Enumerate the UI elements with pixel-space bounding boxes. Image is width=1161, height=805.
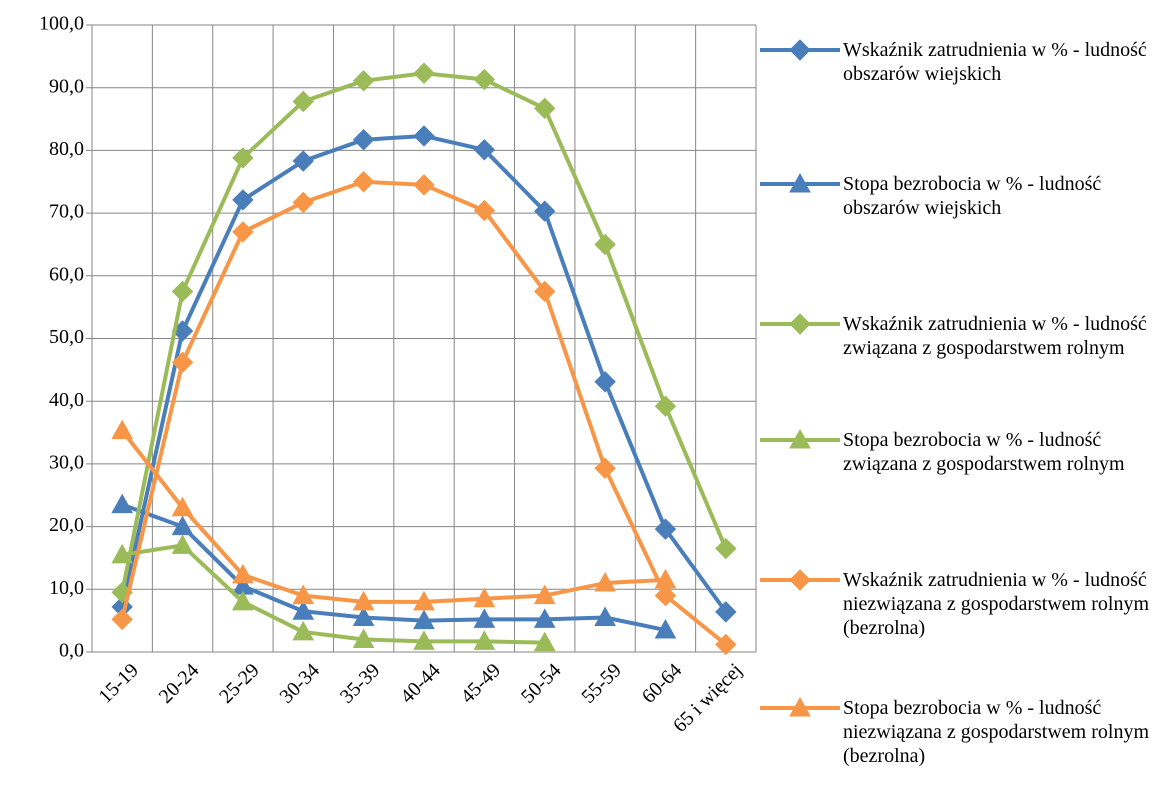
marker-triangle	[654, 619, 677, 639]
y-tick-label: 0,0	[59, 640, 84, 662]
marker-diamond	[594, 233, 616, 256]
marker-diamond	[292, 191, 314, 214]
marker-triangle	[111, 419, 134, 440]
legend-label: Stopa bezrobocia w % - ludność obszarów …	[843, 173, 1102, 219]
marker-diamond	[534, 97, 556, 120]
marker-diamond	[352, 70, 375, 92]
marker-triangle	[533, 584, 556, 605]
marker-diamond	[594, 371, 616, 393]
marker-diamond	[352, 171, 375, 193]
marker-triangle	[171, 496, 194, 517]
marker-triangle	[413, 630, 435, 650]
marker-diamond	[352, 129, 375, 151]
marker-diamond	[413, 174, 435, 196]
marker-diamond	[715, 633, 737, 656]
x-tick-label: 30-34	[275, 659, 324, 708]
marker-diamond	[232, 147, 254, 169]
marker-diamond	[534, 280, 556, 303]
marker-triangle	[413, 609, 435, 630]
marker-diamond	[292, 150, 314, 172]
marker-diamond	[473, 199, 496, 222]
marker-triangle	[352, 606, 375, 627]
x-tick-label: 35-39	[336, 659, 385, 708]
x-tick-label: 25-29	[215, 659, 264, 708]
x-tick-label: 40-44	[396, 659, 445, 708]
marker-diamond	[232, 189, 254, 211]
marker-triangle	[413, 590, 435, 611]
marker-diamond	[789, 39, 811, 61]
marker-triangle	[473, 587, 496, 608]
marker-triangle	[232, 590, 254, 611]
series-line	[121, 543, 545, 645]
marker-triangle	[292, 600, 315, 620]
y-tick-label: 10,0	[49, 577, 84, 599]
y-tick-label: 60,0	[49, 263, 84, 285]
x-tick-label: 45-49	[457, 659, 506, 708]
marker-triangle	[473, 608, 496, 628]
y-tick-label: 20,0	[49, 514, 84, 536]
marker-triangle	[789, 172, 811, 193]
marker-triangle	[292, 584, 315, 605]
marker-triangle	[111, 543, 134, 564]
marker-diamond	[654, 584, 677, 607]
marker-diamond	[171, 351, 194, 374]
marker-diamond	[715, 601, 737, 623]
y-tick-label: 80,0	[49, 138, 84, 160]
x-tick-label: 60-64	[638, 659, 687, 708]
marker-triangle	[533, 608, 556, 628]
marker-triangle	[292, 620, 315, 641]
marker-diamond	[171, 280, 194, 303]
marker-diamond	[789, 313, 811, 335]
marker-diamond	[654, 395, 677, 417]
marker-triangle	[473, 630, 496, 650]
marker-triangle	[111, 493, 134, 514]
y-tick-label: 100,0	[39, 13, 84, 35]
marker-triangle	[789, 696, 811, 717]
x-tick-label: 20-24	[155, 659, 204, 708]
marker-diamond	[292, 90, 314, 113]
marker-diamond	[473, 68, 496, 91]
series-line	[120, 429, 666, 604]
marker-diamond	[654, 518, 677, 540]
legend-label: Wskaźnik zatrudnienia w % - ludność niez…	[843, 569, 1150, 639]
x-tick-label: 55-59	[577, 659, 626, 708]
marker-triangle	[352, 590, 375, 611]
marker-diamond	[473, 139, 496, 161]
legend-label: Wskaźnik zatrudnienia w % - ludność obsz…	[843, 39, 1147, 85]
y-tick-label: 90,0	[49, 75, 84, 97]
marker-diamond	[594, 457, 616, 479]
y-tick-label: 50,0	[49, 326, 84, 348]
marker-triangle	[352, 628, 375, 648]
x-tick-label: 50-54	[517, 659, 566, 708]
marker-triangle	[594, 606, 616, 627]
marker-diamond	[111, 608, 133, 631]
marker-triangle	[171, 534, 194, 554]
marker-diamond	[534, 200, 556, 222]
marker-triangle	[654, 568, 677, 589]
marker-diamond	[232, 221, 254, 243]
marker-diamond	[715, 537, 737, 560]
marker-triangle	[789, 428, 811, 449]
legend-label: Stopa bezrobocia w % - ludność niezwiąza…	[843, 697, 1150, 767]
y-tick-label: 30,0	[49, 451, 84, 473]
marker-diamond	[789, 569, 811, 591]
legend-label: Stopa bezrobocia w % - ludność związana …	[843, 429, 1125, 475]
y-tick-label: 70,0	[49, 201, 84, 223]
x-tick-label: 15-19	[94, 659, 143, 708]
legend-label: Wskaźnik zatrudnienia w % - ludność zwią…	[843, 313, 1147, 359]
marker-triangle	[232, 563, 254, 584]
marker-diamond	[413, 62, 435, 84]
y-tick-label: 40,0	[49, 389, 84, 411]
marker-diamond	[413, 125, 435, 147]
marker-triangle	[594, 572, 616, 592]
series-line	[121, 502, 666, 633]
marker-triangle	[533, 631, 556, 652]
